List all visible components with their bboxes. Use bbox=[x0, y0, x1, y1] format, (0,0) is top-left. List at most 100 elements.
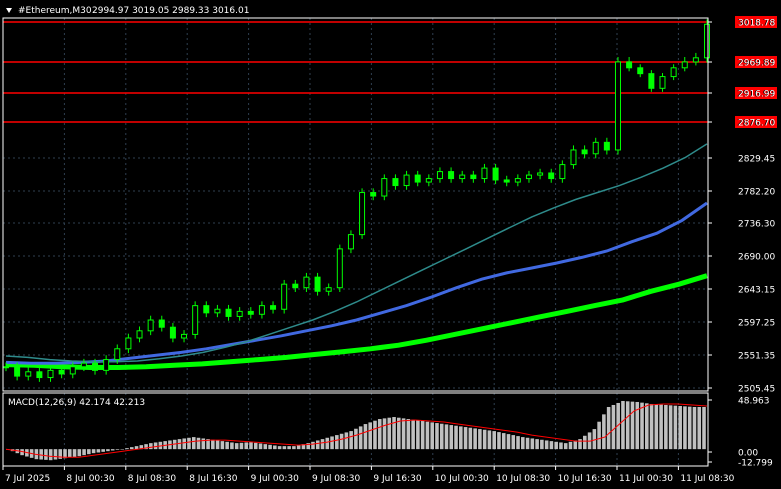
macd-bar bbox=[377, 419, 382, 450]
candle-body bbox=[225, 308, 232, 317]
macd-bar bbox=[659, 404, 663, 450]
level-label-background bbox=[735, 116, 777, 128]
macd-bar bbox=[330, 436, 334, 450]
time-tick-label: 8 Jul 16:30 bbox=[189, 474, 238, 484]
macd-bar bbox=[87, 449, 91, 455]
macd-bar bbox=[120, 449, 125, 450]
macd-bar bbox=[454, 425, 458, 450]
candle-body bbox=[336, 248, 343, 289]
macd-bar bbox=[592, 429, 597, 450]
macd-bar bbox=[444, 424, 449, 450]
macd-bar bbox=[697, 406, 702, 450]
macd-bar bbox=[702, 406, 706, 450]
candle-body bbox=[448, 171, 455, 180]
candle-body bbox=[481, 167, 488, 180]
candle-body bbox=[548, 172, 555, 180]
macd-bar bbox=[411, 419, 415, 450]
macd-bar bbox=[449, 425, 454, 450]
macd-bar bbox=[201, 438, 206, 450]
macd-bar bbox=[578, 439, 582, 450]
price-axis: 3018.78 2969.89 2916.99 2876.70 2829.45 2782.… bbox=[708, 19, 775, 395]
level-label-background bbox=[735, 87, 777, 99]
time-tick-label: 9 Jul 00:30 bbox=[251, 474, 300, 484]
macd-bar bbox=[263, 444, 268, 450]
time-tick-label: 8 Jul 08:30 bbox=[128, 474, 177, 484]
macd-bar bbox=[521, 437, 525, 450]
macd-bar bbox=[292, 446, 296, 450]
macd-bar bbox=[368, 422, 372, 450]
candle-body bbox=[525, 174, 532, 180]
macd-bar bbox=[549, 441, 554, 450]
candle-body bbox=[681, 61, 688, 69]
macd-bar bbox=[277, 446, 282, 450]
chevron-down-icon[interactable] bbox=[6, 8, 12, 13]
time-tick-label: 10 Jul 00:30 bbox=[435, 474, 489, 484]
macd-bar bbox=[540, 439, 544, 450]
time-tick-label: 11 Jul 00:30 bbox=[619, 474, 673, 484]
symbol-label: #Ethereum,M30 bbox=[18, 6, 92, 16]
macd-bar bbox=[616, 402, 620, 450]
macd-bar bbox=[468, 427, 473, 450]
candle-body bbox=[581, 149, 588, 155]
macd-axis: 48.963 0.00-12.799 bbox=[708, 397, 773, 469]
candle-body bbox=[704, 23, 710, 59]
macd-bar bbox=[406, 419, 411, 450]
price-tick-label: 2829.45 bbox=[738, 155, 775, 165]
candle-body bbox=[626, 61, 633, 69]
macd-bar bbox=[206, 439, 210, 450]
candle-body bbox=[459, 174, 466, 180]
macd-bar bbox=[611, 404, 616, 450]
time-tick-label: 10 Jul 08:30 bbox=[496, 474, 550, 484]
macd-bar bbox=[683, 406, 687, 450]
macd-bar bbox=[497, 432, 501, 450]
macd-tick-label: 48.963 bbox=[738, 397, 770, 407]
macd-frame bbox=[2, 392, 709, 467]
macd-bar bbox=[44, 449, 48, 460]
macd-bar bbox=[20, 449, 24, 456]
macd-bar bbox=[273, 445, 277, 450]
price-tick-label: 3018.78 bbox=[738, 19, 775, 29]
candle-body bbox=[303, 276, 310, 289]
candle-body bbox=[203, 305, 210, 314]
macd-bar bbox=[268, 444, 272, 450]
macd-bar bbox=[320, 439, 325, 450]
macd-bar bbox=[244, 442, 249, 450]
macd-bar bbox=[96, 449, 101, 453]
macd-bar bbox=[401, 418, 406, 450]
macd-bar bbox=[153, 442, 158, 450]
macd-bar bbox=[82, 449, 86, 456]
macd-bar bbox=[354, 428, 358, 450]
candle-body bbox=[236, 310, 243, 317]
macd-bar bbox=[392, 417, 396, 450]
candle-body bbox=[192, 305, 199, 335]
macd-bar bbox=[654, 404, 659, 450]
macd-bar bbox=[554, 441, 558, 450]
time-tick-label: 9 Jul 08:30 bbox=[312, 474, 361, 484]
macd-tick-label: -12.799 bbox=[738, 459, 773, 469]
macd-bar bbox=[287, 446, 291, 450]
macd-bar bbox=[306, 443, 310, 450]
macd-bar bbox=[544, 440, 549, 450]
macd-bar bbox=[516, 436, 520, 450]
candle-body bbox=[325, 287, 332, 292]
macd-bar bbox=[506, 434, 511, 450]
candle-body bbox=[314, 276, 321, 292]
level-label: 2916.99 bbox=[737, 90, 774, 100]
macd-bar bbox=[106, 449, 110, 452]
candle-body bbox=[370, 192, 377, 197]
candle-body bbox=[47, 369, 54, 379]
candle-body bbox=[425, 178, 432, 183]
macd-bar bbox=[687, 406, 692, 450]
price-tick-label: 2643.15 bbox=[738, 286, 775, 296]
candle-body bbox=[36, 371, 43, 379]
macd-bar bbox=[573, 440, 578, 450]
macd-bar bbox=[478, 429, 482, 450]
macd-bar bbox=[668, 405, 673, 450]
macd-bar bbox=[606, 406, 611, 450]
macd-bar bbox=[382, 418, 387, 450]
ma-mid-line bbox=[5, 201, 708, 365]
macd-bar bbox=[435, 423, 439, 450]
macd-bar bbox=[349, 431, 353, 450]
